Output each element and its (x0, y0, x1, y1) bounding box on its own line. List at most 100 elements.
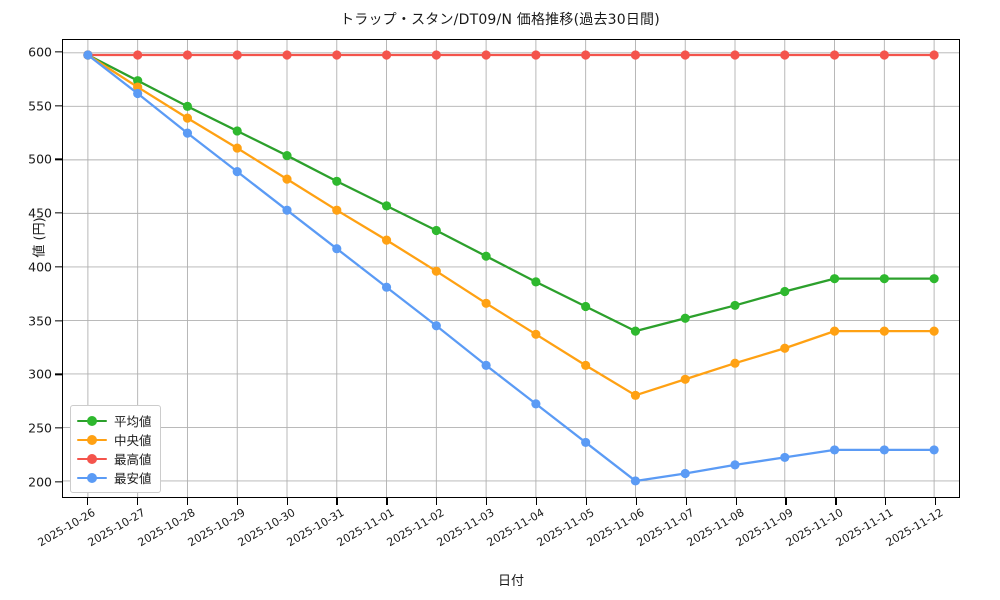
data-point (133, 88, 143, 99)
y-tick-label: 200 (28, 474, 52, 490)
y-tick-mark (55, 104, 62, 107)
data-point (630, 326, 641, 336)
data-point (381, 235, 392, 245)
data-point (282, 151, 292, 161)
data-point (929, 445, 939, 455)
data-point (481, 360, 491, 370)
data-point (581, 301, 591, 312)
y-tick-label: 450 (28, 205, 52, 221)
x-tick-mark (785, 498, 787, 505)
data-point (929, 50, 939, 60)
y-tick-label: 600 (28, 44, 52, 60)
x-tick-mark (835, 498, 837, 505)
data-point (133, 82, 143, 92)
data-point (780, 50, 790, 60)
legend-swatch-icon (77, 452, 107, 466)
data-point (780, 286, 790, 297)
legend-item-4[interactable]: 最安値 (77, 468, 152, 487)
x-tick-mark (885, 498, 887, 505)
x-tick-mark (86, 498, 89, 505)
data-point (431, 50, 441, 60)
x-tick-mark (236, 498, 238, 505)
legend-swatch-icon (77, 414, 107, 428)
data-point (929, 326, 939, 336)
legend-item-1[interactable]: 平均値 (77, 411, 152, 430)
legend-item-2[interactable]: 中央値 (77, 430, 152, 449)
data-point (531, 329, 541, 339)
data-point (680, 468, 690, 479)
x-tick-mark (286, 498, 288, 505)
data-point (730, 50, 740, 60)
data-point (829, 50, 840, 60)
chart-title: トラップ・スタン/DT09/N 価格推移(過去30日間) (340, 12, 660, 28)
data-point (232, 167, 242, 177)
data-point (133, 50, 143, 60)
y-tick-mark (55, 319, 62, 322)
y-tick-label: 500 (28, 151, 52, 167)
data-point (730, 358, 740, 368)
x-tick-mark (436, 498, 438, 505)
series-line (86, 53, 936, 397)
x-tick-mark (635, 498, 638, 505)
data-point (381, 50, 392, 60)
data-point (232, 143, 242, 153)
plot-area (62, 39, 960, 498)
data-point (730, 300, 740, 311)
y-tick-label: 300 (28, 366, 52, 382)
legend-item-3[interactable]: 最高値 (77, 449, 152, 468)
data-point (133, 76, 143, 86)
y-tick-label: 350 (28, 313, 52, 329)
x-tick-mark (386, 498, 388, 505)
data-point (232, 50, 242, 60)
x-axis-tick-labels: 2025-10-26 2025-10-27 2025-10-28 2025-10-29… (36, 506, 960, 576)
data-point (182, 113, 193, 123)
data-point (431, 321, 441, 331)
x-tick-mark (735, 498, 737, 505)
data-point (879, 274, 889, 284)
data-point (83, 50, 93, 60)
data-point (431, 225, 441, 236)
data-point (282, 50, 292, 60)
series-3 (83, 50, 939, 60)
data-point (182, 128, 193, 138)
data-point (581, 437, 591, 447)
data-point (232, 126, 242, 136)
data-point (431, 266, 441, 276)
x-tick-mark (935, 498, 937, 505)
data-point (879, 326, 889, 336)
y-tick-mark (55, 427, 62, 429)
y-tick-mark (55, 158, 62, 161)
x-axis-tick-marks (62, 498, 960, 506)
data-point (780, 452, 790, 462)
series-4 (83, 50, 939, 486)
data-point (630, 390, 641, 400)
legend-swatch-icon (77, 471, 107, 485)
data-point (381, 201, 392, 211)
data-point (381, 282, 392, 292)
data-point (680, 313, 690, 323)
data-point (879, 50, 889, 60)
data-point (680, 50, 690, 60)
legend-label: 平均値 (114, 414, 152, 429)
data-point (929, 274, 939, 284)
data-point (829, 274, 840, 284)
data-point (182, 50, 193, 60)
data-point (332, 205, 342, 215)
legend-swatch-icon (77, 433, 107, 447)
data-point (730, 460, 740, 470)
data-point (531, 277, 541, 287)
y-tick-label: 550 (28, 98, 52, 114)
y-tick-label: 400 (28, 259, 52, 275)
x-tick-mark (336, 498, 338, 505)
x-tick-mark (136, 498, 139, 505)
data-series-layer (83, 50, 939, 486)
y-tick-mark (55, 481, 62, 483)
data-point (680, 374, 690, 384)
data-point (531, 50, 541, 60)
data-point (481, 50, 491, 60)
y-tick-label: 250 (28, 420, 52, 436)
legend-label: 中央値 (114, 433, 152, 448)
series-line (86, 53, 936, 483)
y-tick-mark (55, 266, 62, 268)
